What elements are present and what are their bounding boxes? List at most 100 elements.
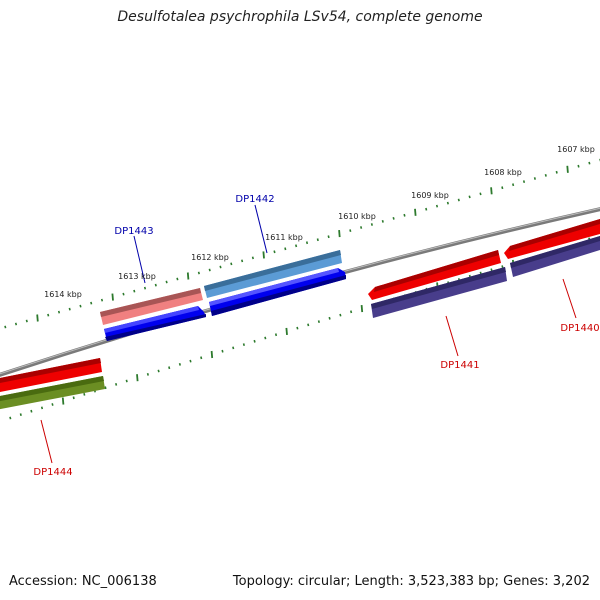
minor-tick — [295, 244, 298, 248]
minor-tick — [533, 177, 536, 180]
minor-tick — [189, 359, 192, 363]
kbp-label: 1607 kbp — [557, 145, 595, 154]
minor-tick — [251, 256, 254, 260]
minor-tick — [14, 322, 18, 326]
minor-tick — [274, 333, 278, 337]
minor-tick — [403, 213, 406, 217]
minor-tick — [381, 220, 384, 223]
minor-tick — [435, 204, 439, 208]
minor-tick — [512, 183, 515, 187]
minor-tick — [253, 339, 256, 343]
minor-tick — [555, 170, 558, 174]
gene-arrow-dp1442[interactable] — [204, 250, 346, 316]
gene-label-dp1442[interactable]: DP1442 — [235, 194, 274, 205]
minor-tick — [446, 201, 449, 205]
minor-tick — [241, 259, 244, 263]
minor-tick — [168, 366, 171, 370]
leader-line-dp1443 — [133, 235, 146, 284]
minor-tick — [230, 262, 233, 266]
leader-line-dp1440 — [562, 278, 577, 319]
minor-tick — [72, 396, 75, 400]
minor-tick — [522, 180, 526, 183]
minor-tick — [284, 247, 287, 251]
minor-tick — [360, 226, 363, 229]
minor-tick — [143, 286, 147, 290]
major-tick — [210, 350, 214, 359]
minor-tick — [30, 409, 33, 413]
minor-tick — [577, 164, 580, 168]
minor-tick — [47, 313, 50, 317]
minor-tick — [273, 250, 276, 254]
major-tick — [136, 374, 139, 382]
leader-line-dp1441 — [445, 315, 459, 357]
leader-line-dp1444 — [40, 419, 53, 464]
minor-tick — [490, 268, 493, 272]
minor-tick — [19, 413, 22, 416]
minor-tick — [90, 301, 93, 305]
minor-tick — [51, 403, 54, 406]
major-tick — [338, 230, 341, 238]
minor-tick — [40, 406, 44, 410]
kbp-label: 1614 kbp — [44, 290, 82, 299]
minor-tick — [392, 217, 395, 220]
gene-label-dp1443[interactable]: DP1443 — [114, 226, 153, 237]
minor-tick — [221, 349, 224, 353]
topology-text: Topology: circular; Length: 3,523,383 bp… — [232, 574, 590, 589]
major-tick — [566, 165, 569, 173]
minor-tick — [25, 319, 28, 323]
minor-tick — [197, 271, 200, 275]
outer-tick-ring — [4, 158, 600, 329]
gene-label-dp1440[interactable]: DP1440 — [560, 323, 599, 334]
minor-tick — [79, 304, 82, 308]
major-tick — [285, 327, 288, 335]
major-tick — [490, 187, 493, 195]
minor-tick — [165, 280, 168, 284]
minor-tick — [208, 268, 211, 272]
accession-text: Accession: NC_006138 — [9, 574, 157, 589]
minor-tick — [157, 369, 160, 373]
minor-tick — [317, 320, 320, 323]
kbp-label: 1611 kbp — [265, 233, 303, 242]
minor-tick — [125, 379, 128, 383]
minor-tick — [146, 373, 149, 376]
gene-arrow-dp1444[interactable] — [0, 358, 105, 411]
gene-arrow-dp1443[interactable] — [100, 288, 206, 341]
major-tick — [414, 208, 417, 216]
gene-label-dp1441[interactable]: DP1441 — [440, 360, 479, 371]
minor-tick — [339, 313, 342, 317]
minor-tick — [588, 161, 591, 165]
minor-tick — [176, 277, 179, 281]
minor-tick — [370, 223, 373, 226]
minor-tick — [307, 323, 310, 327]
minor-tick — [232, 346, 235, 350]
minor-tick — [305, 241, 309, 245]
minor-tick — [122, 292, 125, 296]
minor-tick — [115, 383, 118, 386]
major-tick — [111, 293, 114, 301]
minor-tick — [133, 289, 136, 293]
minor-tick — [9, 416, 12, 420]
minor-tick — [4, 325, 7, 329]
kbp-label: 1613 kbp — [118, 272, 156, 281]
minor-tick — [468, 195, 471, 199]
leader-line-dp1442 — [254, 204, 268, 254]
kbp-label: 1609 kbp — [411, 191, 449, 200]
minor-tick — [501, 186, 504, 190]
minor-tick — [316, 238, 319, 242]
minor-tick — [328, 316, 331, 320]
minor-tick — [350, 310, 353, 314]
gene-label-dp1444[interactable]: DP1444 — [33, 467, 72, 478]
minor-tick — [200, 356, 203, 360]
major-tick — [262, 251, 265, 259]
map-title: Desulfotalea psychrophila LSv54, complet… — [117, 9, 483, 25]
kbp-label: 1608 kbp — [484, 168, 522, 177]
minor-tick — [479, 192, 482, 196]
minor-tick — [242, 343, 245, 346]
gene-arrow-dp1441[interactable] — [368, 250, 507, 318]
major-tick — [360, 305, 364, 313]
minor-tick — [104, 386, 107, 390]
major-tick — [61, 397, 65, 405]
minor-tick — [68, 307, 71, 311]
gene-arrow-dp1440[interactable] — [504, 219, 600, 277]
